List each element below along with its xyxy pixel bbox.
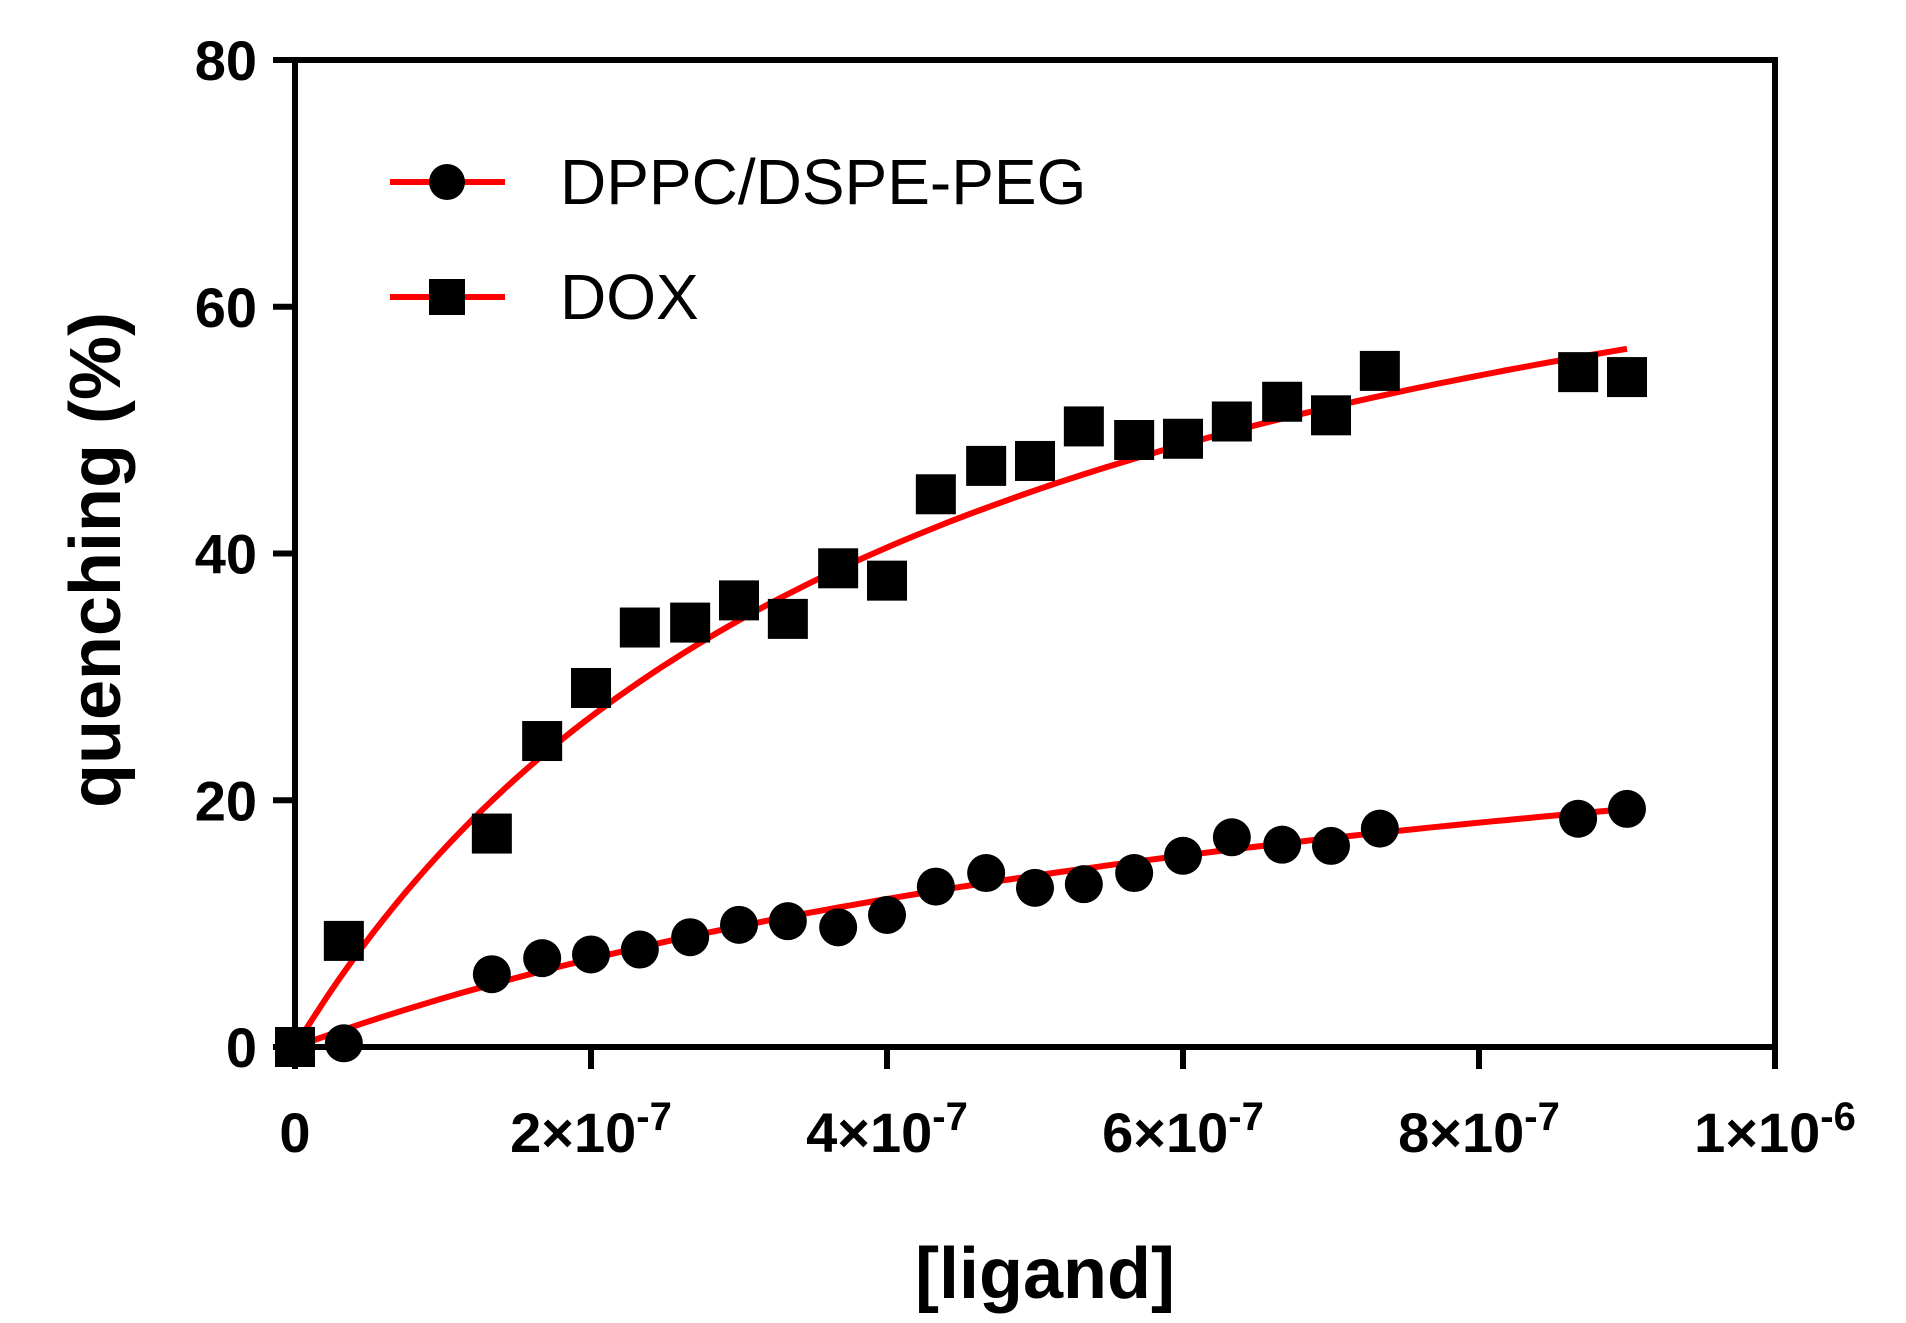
- x-tick-label: 1×10-6: [1694, 1095, 1856, 1164]
- plot-frame: [292, 57, 1778, 1050]
- legend-marker-dox: [429, 279, 465, 315]
- data-point-dox: [867, 560, 907, 601]
- y-tick-label: 0: [226, 1016, 257, 1079]
- x-tick-label: 4×10-7: [806, 1095, 968, 1164]
- data-point-dox: [1063, 406, 1104, 447]
- data-point-dox: [1015, 440, 1055, 481]
- data-point-dox: [1114, 419, 1155, 460]
- data-point-dppc: [768, 902, 807, 941]
- data-point-dppc: [324, 1024, 363, 1063]
- data-point-dppc: [720, 905, 758, 944]
- data-point-dppc: [1360, 809, 1399, 848]
- data-point-dox: [1607, 357, 1647, 398]
- data-point-dppc: [1164, 836, 1202, 875]
- data-point-dppc: [967, 854, 1006, 893]
- data-point-dox: [522, 721, 563, 762]
- y-axis-title: quenching (%): [56, 312, 136, 808]
- x-tick-exponent: -7: [636, 1095, 672, 1139]
- data-point-dox: [1262, 381, 1303, 422]
- data-point-dox: [1163, 418, 1203, 459]
- x-tick-exponent: -7: [1524, 1095, 1560, 1139]
- fit-curve-dppc: [293, 806, 1628, 1050]
- data-point-dppc: [1212, 818, 1251, 857]
- data-point-dox: [323, 920, 364, 961]
- data-point-dppc: [620, 930, 659, 969]
- data-point-dox: [767, 598, 808, 639]
- data-point-dppc: [1064, 865, 1103, 904]
- legend-marker-dppc: [429, 164, 465, 200]
- data-point-dppc: [868, 895, 906, 934]
- data-point-dppc: [1016, 868, 1054, 907]
- data-point-dox: [719, 580, 759, 621]
- data-point-dppc: [1263, 825, 1302, 864]
- x-tick-label: 2×10-7: [510, 1095, 672, 1164]
- data-points: [275, 350, 1647, 1067]
- x-tick-exponent: -7: [1228, 1095, 1264, 1139]
- data-point-dppc: [572, 935, 610, 974]
- x-tick-exponent: -7: [932, 1095, 968, 1139]
- x-tick-exponent: -6: [1820, 1095, 1856, 1139]
- legend-label-dppc: DPPC/DSPE-PEG: [560, 146, 1086, 218]
- data-point-dppc: [819, 908, 858, 947]
- x-tick-label: 6×10-7: [1102, 1095, 1264, 1164]
- x-axis-title: [ligand]: [915, 1234, 1175, 1314]
- data-point-dox: [966, 445, 1007, 486]
- data-point-dppc: [1559, 799, 1598, 838]
- data-point-dppc: [1312, 826, 1350, 865]
- legend: DPPC/DSPE-PEG DOX: [390, 146, 1086, 333]
- data-point-dox: [818, 548, 859, 589]
- x-tick-labels: 0 2×10-7 4×10-7 6×10-7 8×10-7 1×10-6: [279, 1095, 1855, 1164]
- data-point-dppc: [1608, 789, 1646, 828]
- x-tick-label: 8×10-7: [1398, 1095, 1560, 1164]
- y-tick-label: 80: [195, 29, 257, 92]
- y-tick-label: 40: [195, 523, 257, 586]
- y-tick-label: 20: [195, 769, 257, 832]
- fit-curves: [292, 345, 1628, 1050]
- data-point-dox: [1311, 395, 1351, 436]
- data-point-dox: [1211, 401, 1252, 442]
- data-point-dppc: [1115, 854, 1154, 893]
- data-point-dppc: [671, 918, 710, 957]
- fit-curve-dox: [292, 345, 1628, 1049]
- data-point-dox: [471, 813, 512, 854]
- y-tick-label: 60: [195, 276, 257, 339]
- data-point-dox: [619, 607, 660, 648]
- data-point-dox: [670, 602, 711, 643]
- x-tick-label: 0: [279, 1101, 310, 1164]
- legend-label-dox: DOX: [560, 261, 699, 333]
- data-point-dox: [571, 667, 611, 708]
- data-point-dppc: [472, 955, 511, 994]
- data-point-dox: [1558, 352, 1599, 393]
- data-point-dppc: [523, 939, 562, 978]
- y-tick-labels: 0 20 40 60 80: [195, 29, 257, 1079]
- data-point-dox: [915, 474, 956, 515]
- data-point-dppc: [916, 867, 955, 906]
- data-point-dox: [1359, 350, 1400, 391]
